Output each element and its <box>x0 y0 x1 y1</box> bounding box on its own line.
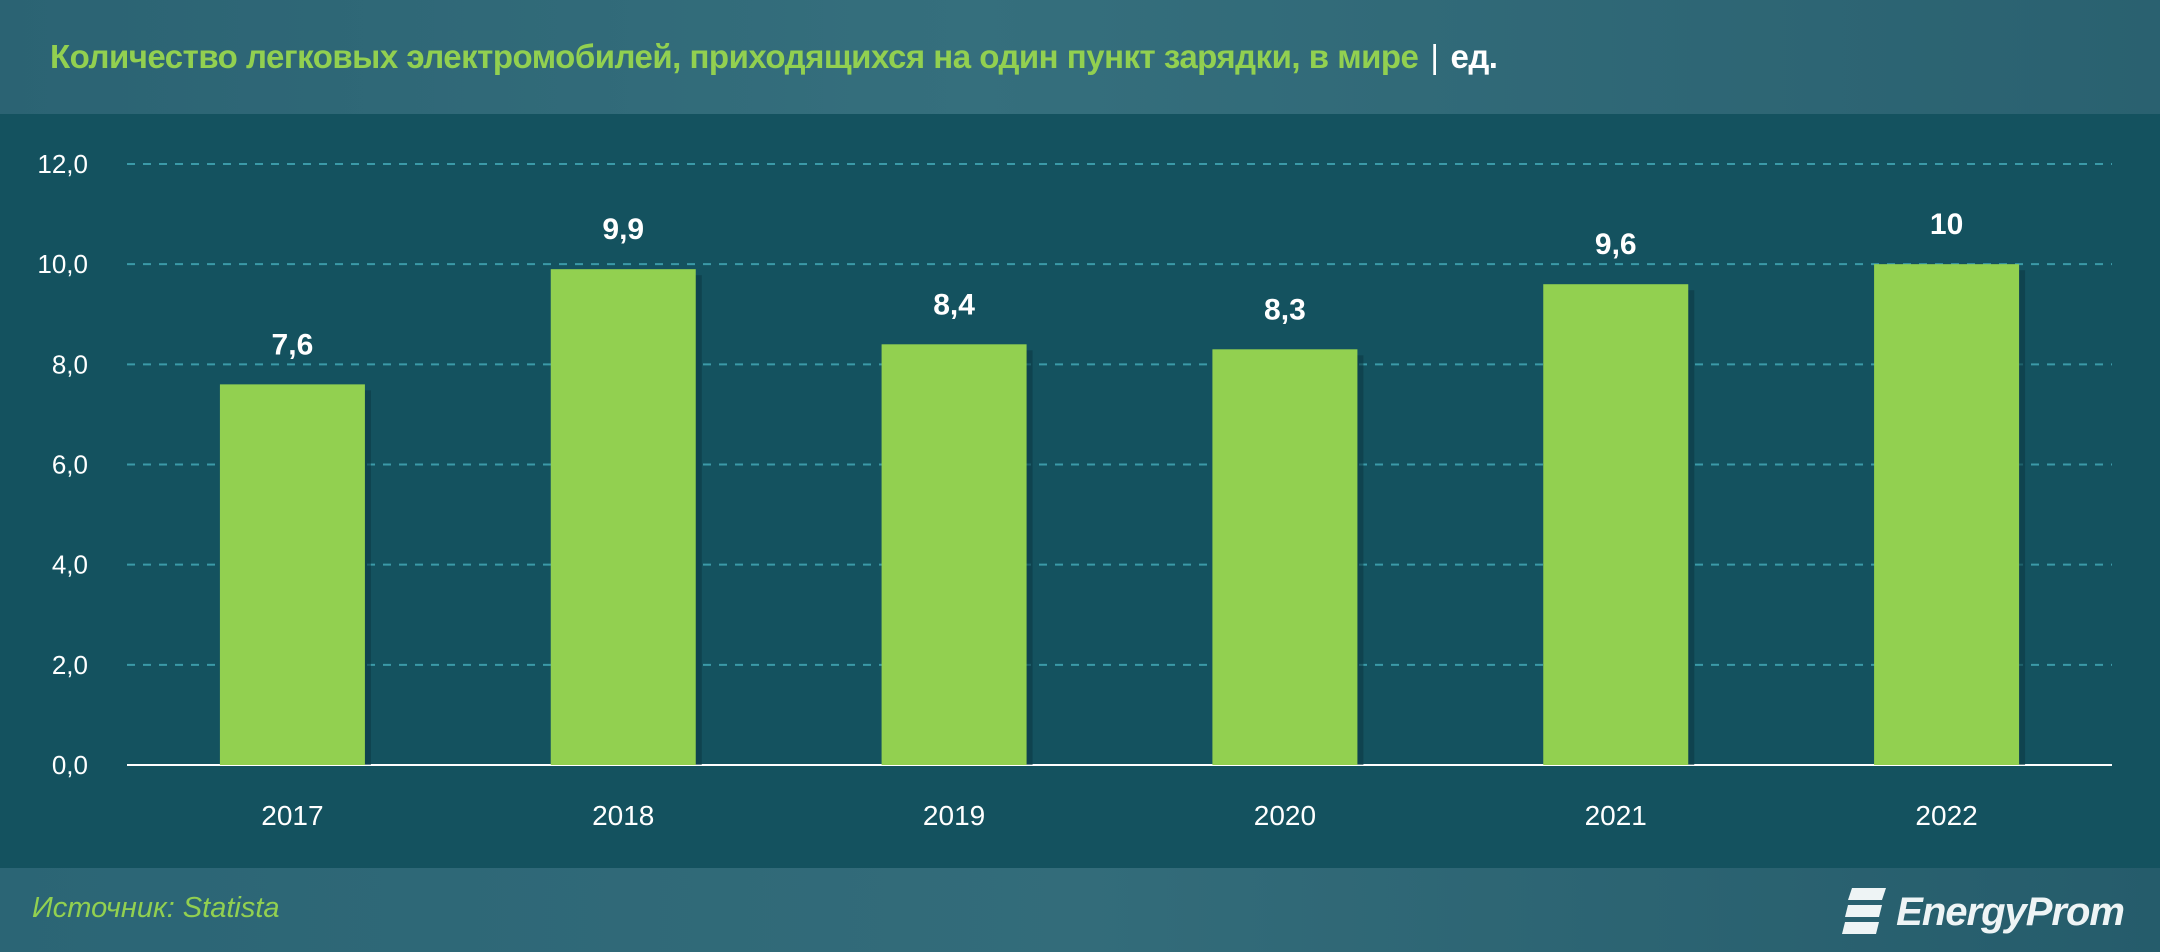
logo-stripes-icon <box>1842 888 1887 934</box>
y-tick-label: 6,0 <box>52 450 88 480</box>
y-tick-label: 0,0 <box>52 750 88 780</box>
bar <box>550 269 696 765</box>
y-tick-label: 4,0 <box>52 550 88 580</box>
data-label: 9,9 <box>602 213 644 246</box>
bar <box>1543 284 1689 765</box>
title-unit: ед. <box>1450 38 1498 75</box>
x-tick-label: 2018 <box>592 800 654 831</box>
data-label: 10 <box>1930 208 1963 241</box>
bar <box>881 344 1027 765</box>
bar <box>1212 349 1358 765</box>
chart-header: Количество легковых электромобилей, прих… <box>0 0 2160 114</box>
data-label: 8,3 <box>1264 293 1306 326</box>
title-text: Количество легковых электромобилей, прих… <box>50 38 1419 75</box>
y-tick-label: 8,0 <box>52 349 88 379</box>
chart-footer: Источник: Statista EnergyProm <box>0 868 2160 952</box>
x-tick-label: 2021 <box>1585 800 1647 831</box>
x-tick-label: 2022 <box>1915 800 1977 831</box>
x-tick-label: 2019 <box>923 800 985 831</box>
source-note: Источник: Statista <box>32 892 280 924</box>
plot-area: 0,0 2,0 4,0 6,0 8,0 10,0 12,0 7,6 2017 9,9 2018 8,4… <box>0 114 2160 868</box>
title-separator: | <box>1430 38 1439 75</box>
y-tick-label: 12,0 <box>37 149 88 179</box>
y-tick-label: 2,0 <box>52 650 88 680</box>
data-label: 7,6 <box>272 328 314 361</box>
x-tick-label: 2017 <box>261 800 323 831</box>
logo-text: EnergyProm <box>1896 889 2125 934</box>
x-tick-label: 2020 <box>1254 800 1316 831</box>
data-label: 9,6 <box>1595 228 1637 261</box>
data-label: 8,4 <box>933 288 975 321</box>
energyprom-logo: EnergyProm <box>1842 886 2125 938</box>
chart-title: Количество легковых электромобилей, прих… <box>50 38 1498 76</box>
bar <box>1874 264 2020 765</box>
y-tick-label: 10,0 <box>37 249 88 279</box>
bar <box>219 384 365 765</box>
bar-chart: 0,0 2,0 4,0 6,0 8,0 10,0 12,0 7,6 2017 9,9 2018 8,4… <box>37 149 2112 831</box>
